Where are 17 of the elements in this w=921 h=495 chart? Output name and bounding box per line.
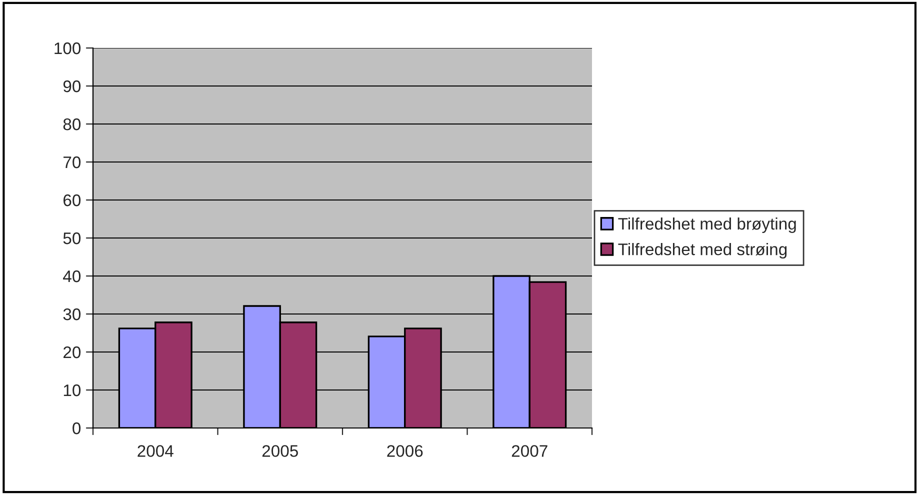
y-tick-label: 90	[63, 80, 81, 92]
y-tick-label: 10	[64, 384, 81, 396]
legend-label: Tilfredshet med brøyting	[618, 217, 796, 233]
x-tick-label: 2005	[262, 445, 298, 457]
y-tick-label: 30	[63, 308, 81, 320]
y-tick-label: 70	[64, 156, 81, 168]
legend-label: Tilfredshet med strøing	[618, 243, 787, 259]
y-tick-label: 60	[64, 194, 81, 206]
x-tick-label: 2004	[138, 445, 174, 457]
y-tick-label: 20	[63, 346, 81, 358]
x-tick-label: 2007	[512, 445, 548, 457]
x-tick-label: 2006	[387, 445, 423, 457]
y-tick-label: 40	[63, 270, 81, 282]
y-tick-label: 80	[63, 118, 81, 130]
y-tick-label: 50	[63, 232, 81, 244]
y-tick-label: 0	[72, 422, 81, 434]
y-tick-label: 100	[54, 42, 81, 54]
